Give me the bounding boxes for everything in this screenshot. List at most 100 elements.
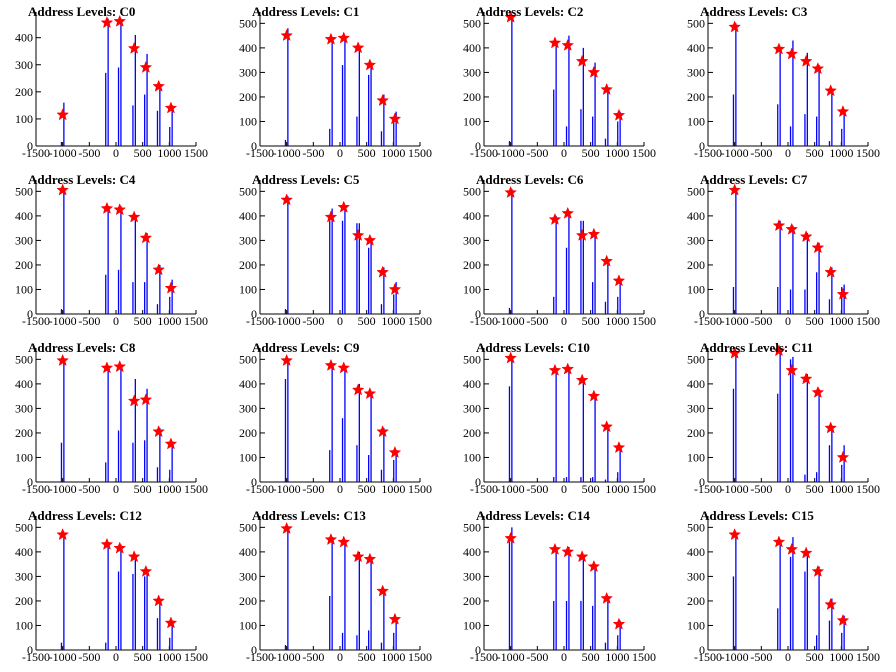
- y-tick-label: 400: [15, 377, 33, 391]
- peak-star-marker: [728, 20, 742, 33]
- y-tick-label: 300: [463, 65, 481, 79]
- y-tick-label: 500: [687, 16, 705, 30]
- y-tick-label: 500: [15, 184, 33, 198]
- peak-star-marker: [324, 532, 338, 546]
- y-tick-label: 400: [15, 545, 33, 559]
- peak-star-marker: [376, 584, 390, 597]
- y-tick-label: 100: [687, 114, 705, 128]
- peak-star-marker: [152, 79, 166, 92]
- peak-star-marker: [164, 616, 178, 629]
- x-tick-label: 1000: [381, 314, 405, 328]
- x-tick-label: 1000: [605, 482, 629, 496]
- peak-star-marker: [363, 233, 377, 246]
- histogram-panel: 0 100 200 300 400 500 -1500 -1000 -500 0 500 1000 15…: [224, 168, 448, 336]
- x-tick-label: -1500: [246, 650, 274, 664]
- peak-star-marker: [324, 210, 338, 223]
- x-tick-label: 500: [806, 650, 824, 664]
- histogram-plot: 0 100 200 300 400 500 -1500-1000 -500 0 500 1000 15…: [15, 348, 208, 496]
- y-tick-label: 200: [463, 258, 481, 272]
- x-tick-label: -1500: [246, 146, 274, 160]
- peak-star-marker: [587, 227, 601, 240]
- x-tick-label: -1500: [22, 482, 50, 496]
- peak-star-marker: [351, 383, 365, 396]
- x-tick-label: -500: [750, 146, 772, 160]
- y-tick-label: 200: [15, 258, 33, 272]
- x-tick-label: -500: [302, 482, 324, 496]
- panel-title: Address Levels: C9: [252, 340, 360, 355]
- histogram-panel: 0 100 200 300 400 500 -1500 -1000 -500 0 500 1000 15…: [0, 504, 224, 672]
- x-tick-label: 500: [358, 146, 376, 160]
- y-tick-label: 200: [687, 594, 705, 608]
- x-tick-label: 0: [113, 482, 119, 496]
- x-tick-label: -500: [750, 314, 772, 328]
- peak-star-marker: [612, 108, 626, 121]
- x-tick-label: 500: [358, 650, 376, 664]
- peak-star-marker: [100, 16, 114, 29]
- peak-star-marker: [811, 62, 825, 75]
- peak-star-marker: [139, 564, 153, 577]
- x-tick-label: 1000: [829, 650, 853, 664]
- y-tick-label: 300: [463, 233, 481, 247]
- histogram-plot: 0 100 200 300 400 500 -1500-1000 -500 0 500 1000 15…: [239, 12, 432, 160]
- peak-star-marker: [100, 537, 114, 550]
- peak-star-marker: [100, 201, 114, 214]
- peak-star-marker: [152, 594, 166, 607]
- x-tick-label: 0: [113, 650, 119, 664]
- y-tick-label: 500: [687, 184, 705, 198]
- peak-star-marker: [785, 222, 799, 235]
- panel-title: Address Levels: C7: [700, 172, 808, 187]
- x-tick-label: -1000: [273, 146, 301, 160]
- y-tick-label: 0: [251, 643, 257, 657]
- peak-star-marker: [56, 353, 70, 366]
- histogram-plot: 0 100 200 300 400 -1500-1000 -500 0 500 1000 1500: [15, 12, 208, 160]
- y-tick-label: 200: [687, 90, 705, 104]
- x-tick-label: 1000: [829, 146, 853, 160]
- y-tick-label: 200: [463, 594, 481, 608]
- y-tick-label: 100: [463, 282, 481, 296]
- x-tick-label: 1500: [408, 482, 432, 496]
- x-tick-label: -500: [526, 314, 548, 328]
- peak-star-marker: [127, 41, 141, 54]
- peak-star-marker: [811, 564, 825, 577]
- x-tick-label: 1000: [157, 314, 181, 328]
- x-tick-label: 1500: [632, 650, 656, 664]
- y-tick-label: 200: [239, 426, 257, 440]
- peak-star-marker: [324, 358, 338, 371]
- x-tick-label: 1000: [381, 146, 405, 160]
- y-tick-label: 400: [15, 31, 33, 45]
- x-tick-label: 1000: [605, 146, 629, 160]
- x-tick-label: -1000: [273, 482, 301, 496]
- y-tick-label: 100: [687, 618, 705, 632]
- peak-star-marker: [113, 203, 127, 216]
- y-tick-label: 400: [687, 209, 705, 223]
- y-tick-label: 500: [239, 352, 257, 366]
- peak-star-marker: [728, 528, 742, 541]
- x-tick-label: 1500: [184, 146, 208, 160]
- x-tick-label: 500: [582, 650, 600, 664]
- peak-star-marker: [548, 36, 562, 49]
- peak-star-marker: [587, 65, 601, 78]
- panel-title: Address Levels: C13: [252, 508, 366, 523]
- y-tick-label: 100: [463, 450, 481, 464]
- panel-title: Address Levels: C5: [252, 172, 360, 187]
- peak-star-marker: [363, 552, 377, 565]
- peak-star-marker: [575, 54, 589, 67]
- y-tick-label: 500: [687, 520, 705, 534]
- peak-star-marker: [56, 108, 70, 121]
- peak-star-marker: [824, 265, 838, 278]
- x-tick-label: -500: [78, 482, 100, 496]
- x-tick-label: 0: [561, 314, 567, 328]
- peak-star-marker: [799, 54, 813, 67]
- histogram-plot: 0 100 200 300 400 500 -1500-1000 -500 0 500 1000 15…: [687, 180, 880, 328]
- panel-title: Address Levels: C8: [28, 340, 136, 355]
- peak-star-marker: [113, 14, 127, 27]
- histogram-panel: 0 100 200 300 400 500 -1500 -1000 -500 0 500 1000 15…: [224, 504, 448, 672]
- peak-star-marker: [575, 228, 589, 241]
- peak-star-marker: [280, 28, 294, 42]
- x-tick-label: 1500: [408, 314, 432, 328]
- x-tick-label: -1000: [497, 650, 525, 664]
- peak-star-marker: [324, 32, 338, 45]
- x-tick-label: 1500: [856, 314, 880, 328]
- peak-star-marker: [600, 591, 614, 604]
- y-tick-label: 0: [475, 139, 481, 153]
